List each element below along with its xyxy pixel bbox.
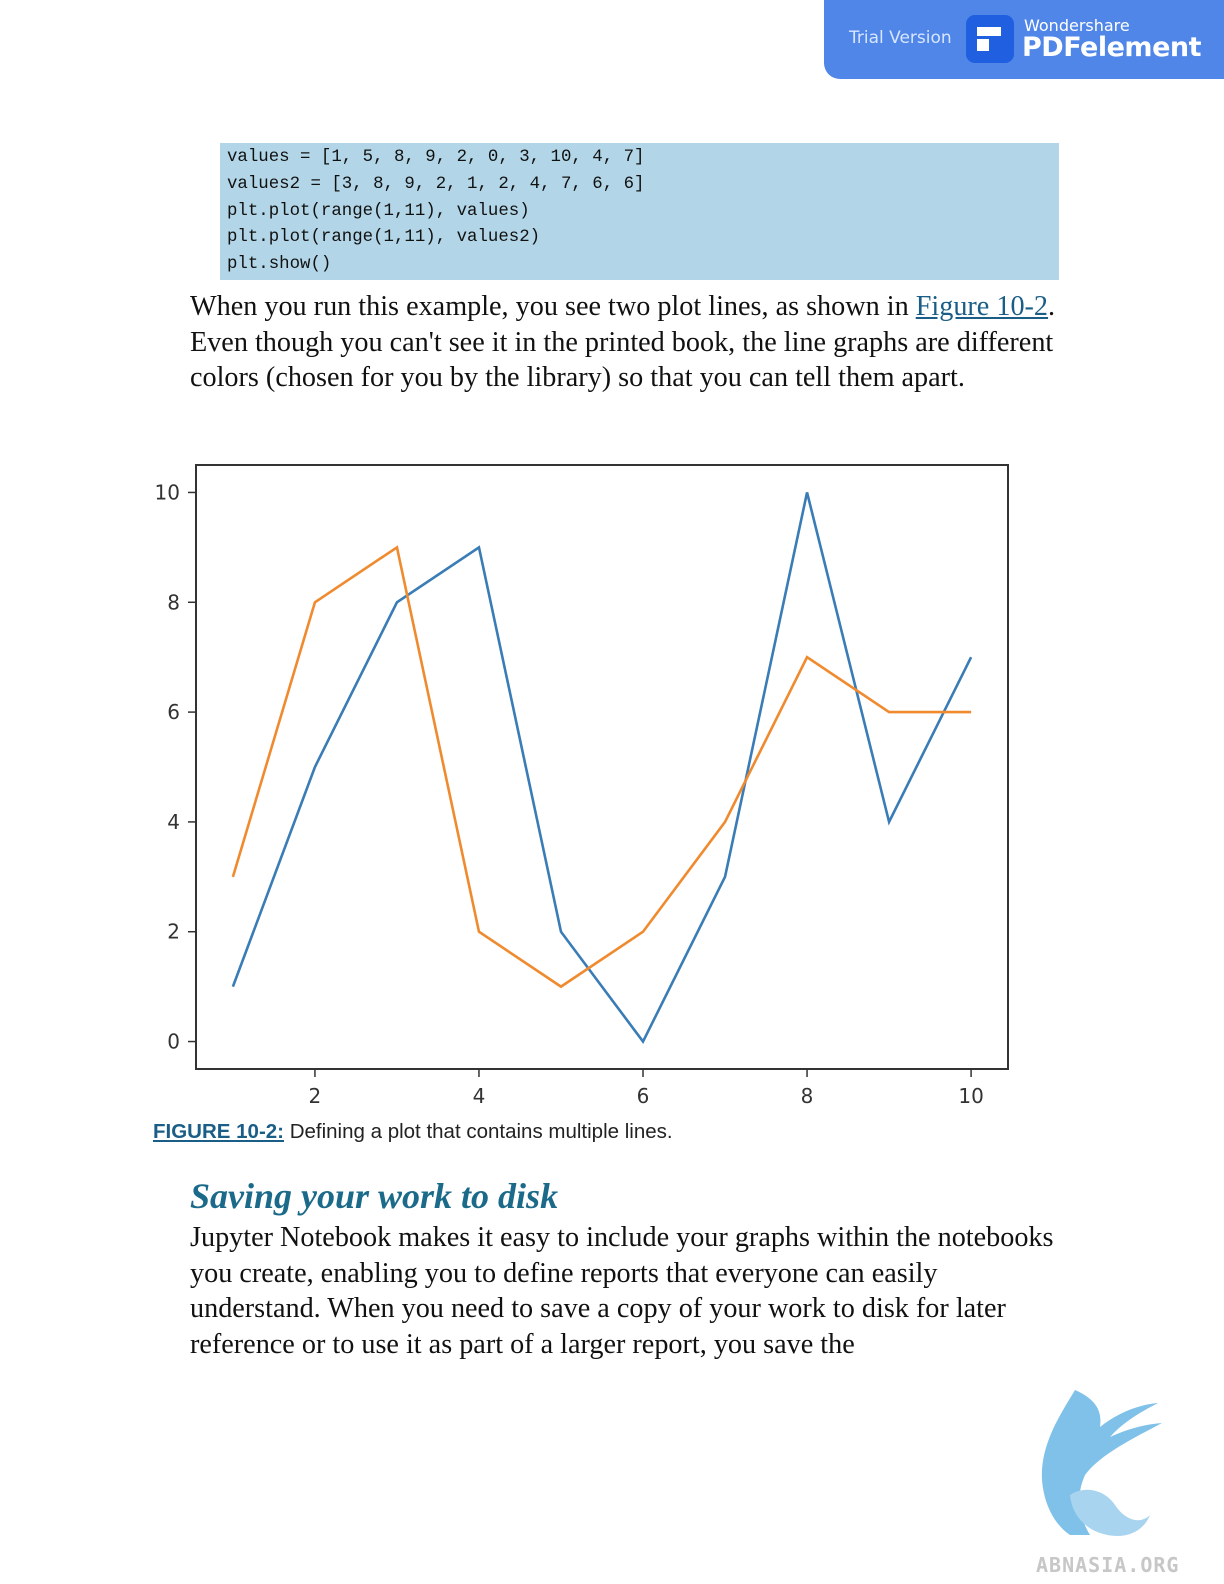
griffin-logo-icon	[1041, 1390, 1162, 1536]
y-tick-label: 8	[167, 590, 180, 614]
figure-label-link[interactable]: FIGURE 10-2:	[153, 1120, 284, 1143]
y-tick-label: 10	[155, 480, 180, 504]
code-line: plt.plot(range(1,11), values2)	[227, 228, 541, 248]
line-chart: 2 4 6 8 10 0 2 4 6 8 10	[155, 464, 1009, 1108]
trial-banner: Trial Version Wondershare PDFelement	[824, 0, 1224, 79]
caption-text: Defining a plot that contains multiple l…	[284, 1120, 673, 1143]
code-line: values2 = [3, 8, 9, 2, 1, 2, 4, 7, 6, 6]	[227, 174, 645, 194]
x-tick-label: 8	[801, 1084, 814, 1108]
y-tick-label: 4	[167, 810, 180, 834]
x-tick-label: 4	[473, 1084, 486, 1108]
x-tick-label: 6	[637, 1084, 650, 1108]
body-paragraph: Jupyter Notebook makes it easy to includ…	[190, 1222, 1054, 1361]
plot-frame	[195, 464, 1009, 1070]
series-line-1	[231, 492, 973, 1045]
series-line-2	[231, 545, 972, 989]
y-tick-label: 2	[167, 920, 180, 944]
body-paragraph: When you run this example, you see two p…	[190, 289, 1070, 396]
pdfelement-logo-icon	[966, 15, 1014, 63]
watermark-site: ABNASIA.ORG	[1036, 1553, 1180, 1577]
figure-caption: FIGURE 10-2: Defining a plot that contai…	[153, 1120, 673, 1144]
code-block: values = [1, 5, 8, 9, 2, 0, 3, 10, 4, 7]…	[220, 143, 1059, 280]
brand-product: PDFelement	[1022, 32, 1202, 63]
code-line: values = [1, 5, 8, 9, 2, 0, 3, 10, 4, 7]	[227, 148, 645, 167]
brand-company: Wondershare	[1024, 16, 1130, 35]
trial-version-label: Trial Version	[849, 28, 952, 48]
code-line: plt.plot(range(1,11), values)	[227, 201, 530, 221]
x-tick-label: 10	[958, 1084, 983, 1108]
x-tick-label: 2	[309, 1084, 322, 1108]
figure-link[interactable]: Figure 10-2	[915, 291, 1049, 322]
y-tick-label: 6	[167, 700, 180, 724]
section-heading: Saving your work to disk	[190, 1176, 559, 1216]
paragraph-text: When you run this example, you see two p…	[190, 291, 916, 322]
paragraph-text: . Even though you can't see it in the pr…	[190, 291, 1056, 394]
code-line: plt.show()	[227, 255, 332, 275]
y-tick-label: 0	[167, 1030, 180, 1054]
